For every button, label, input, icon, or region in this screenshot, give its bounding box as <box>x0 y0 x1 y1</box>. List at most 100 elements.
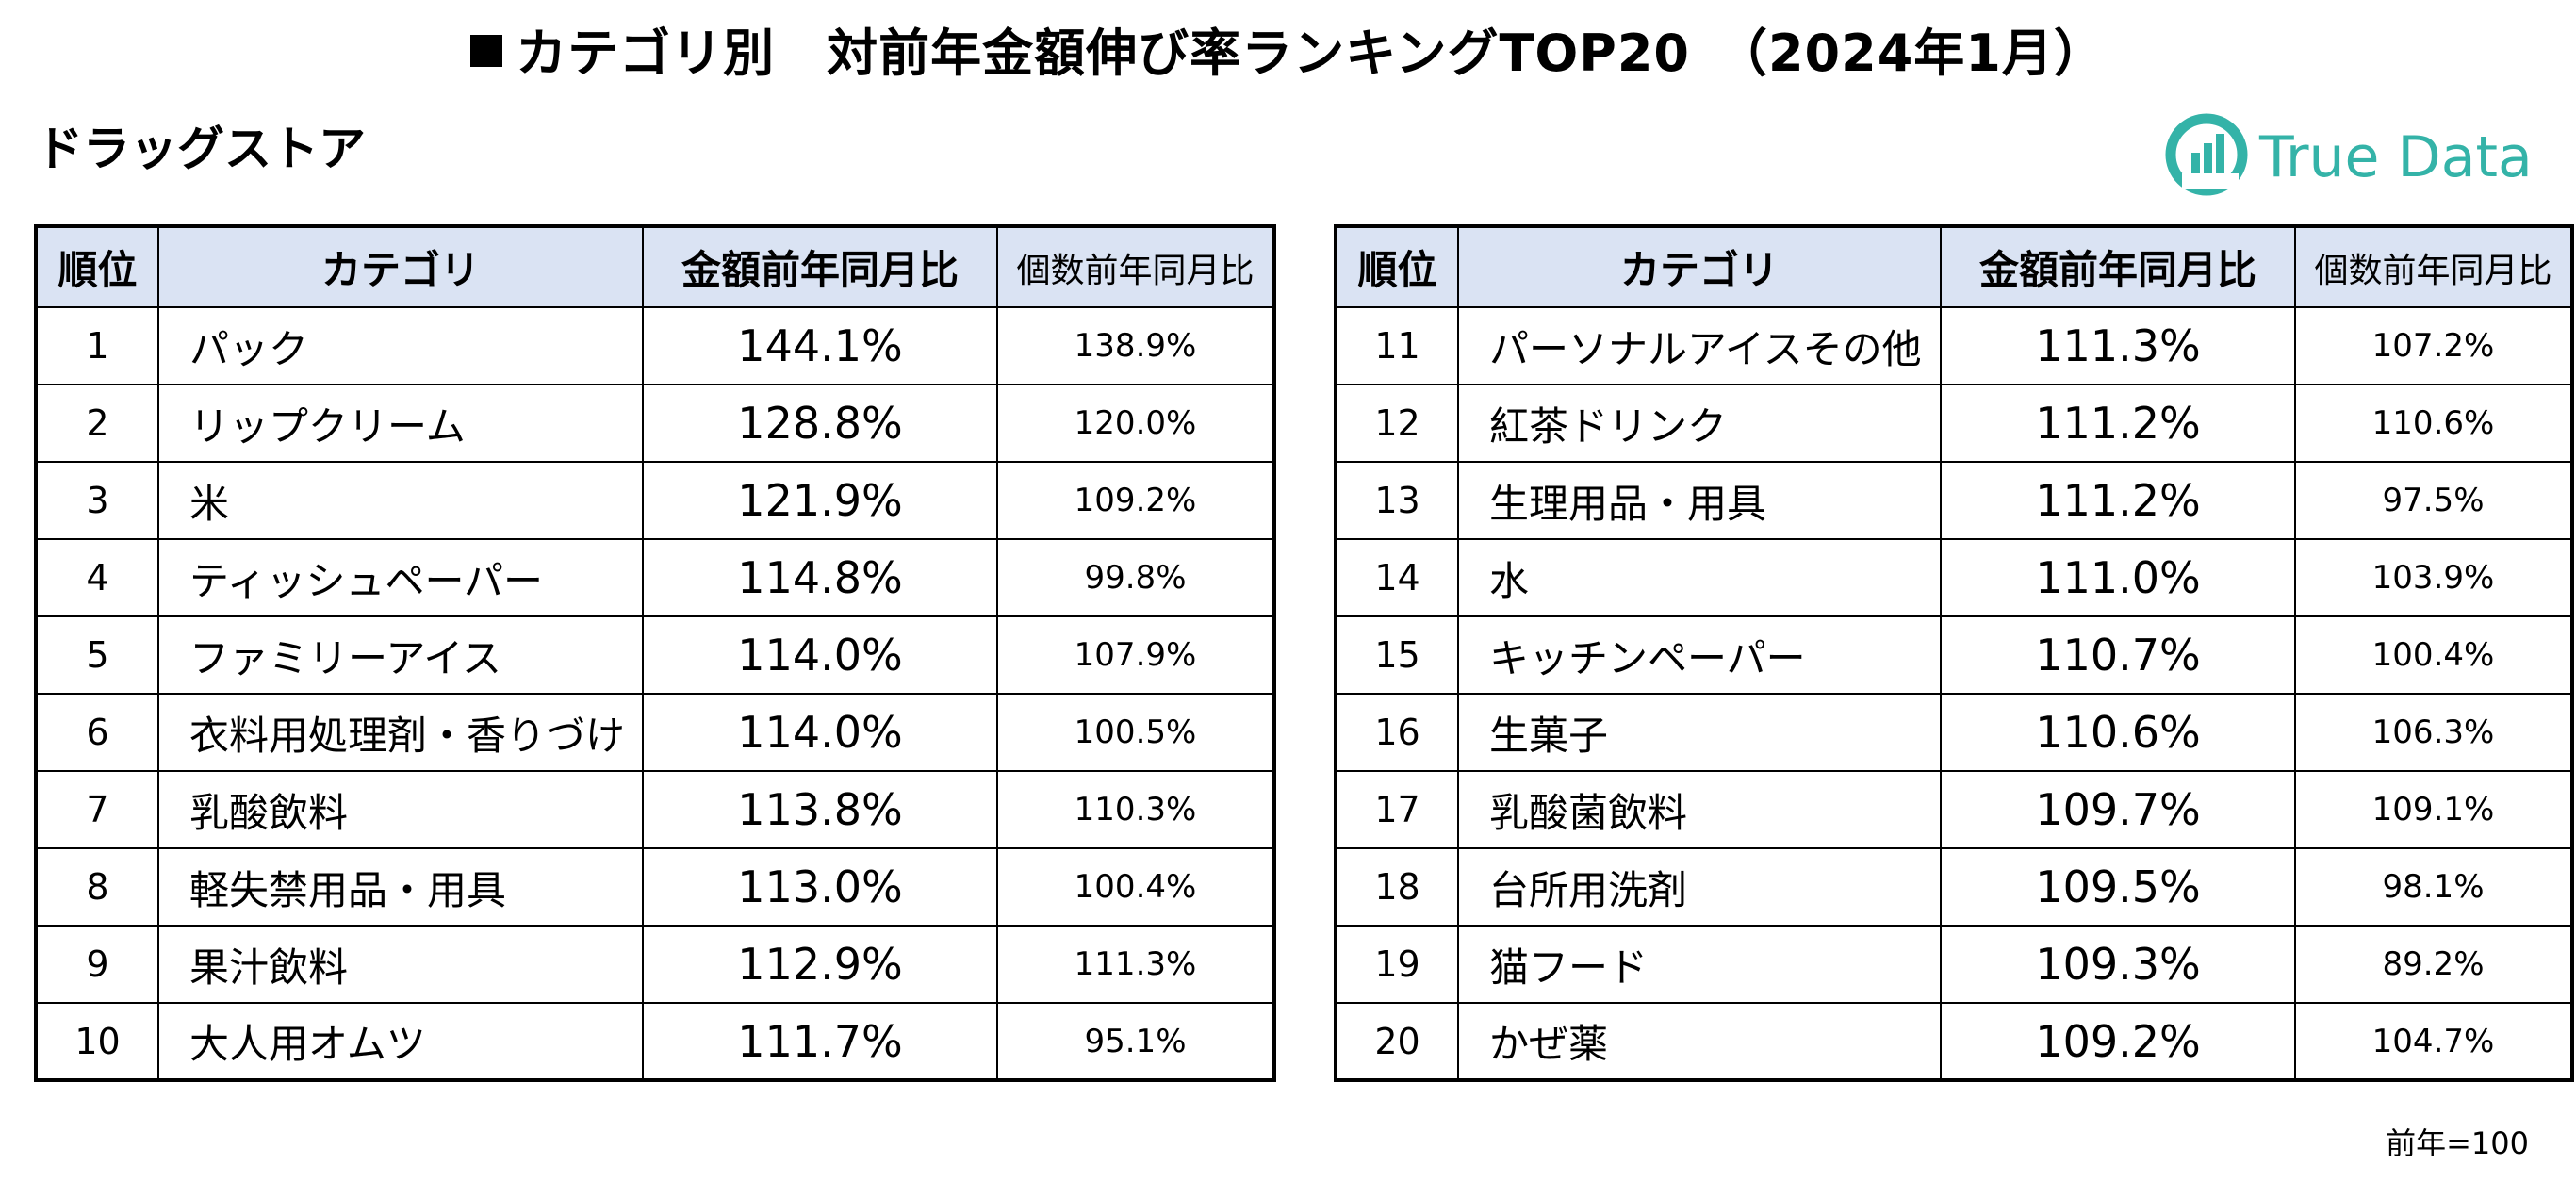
table-row: 4 ティッシュペーパー 114.8% 99.8% <box>35 538 1275 617</box>
units-yoy-cell: 111.3% <box>996 925 1275 1004</box>
rank-cell: 20 <box>1335 1002 1459 1081</box>
table-row: 19 猫フード 109.3% 89.2% <box>1335 925 2573 1004</box>
category-cell: 果汁飲料 <box>157 925 644 1004</box>
amount-yoy-cell: 113.0% <box>642 847 998 927</box>
amount-yoy-cell: 114.0% <box>642 693 998 772</box>
ranking-table-left: 順位 カテゴリ 金額前年同月比 個数前年同月比 1 パック 144.1% 138.9%… <box>34 224 1276 1082</box>
amount-yoy-cell: 111.2% <box>1940 461 2296 540</box>
header-units-yoy: 個数前年同月比 <box>2294 225 2573 308</box>
logo-text: True Data <box>2259 124 2533 190</box>
table-row: 17 乳酸菌飲料 109.7% 109.1% <box>1335 770 2573 849</box>
units-yoy-cell: 95.1% <box>996 1002 1275 1081</box>
rank-cell: 12 <box>1335 384 1459 463</box>
table-row: 20 かぜ薬 109.2% 104.7% <box>1335 1002 2573 1081</box>
amount-yoy-cell: 110.6% <box>1940 693 2296 772</box>
table-header-row: 順位 カテゴリ 金額前年同月比 個数前年同月比 <box>35 225 1275 308</box>
true-data-logo: True Data <box>2163 106 2533 200</box>
page-title: カテゴリ別 対前年金額伸び率ランキングTOP20 （2024年1月） <box>0 11 2576 86</box>
table-header-row: 順位 カテゴリ 金額前年同月比 個数前年同月比 <box>1335 225 2573 308</box>
category-cell: パーソナルアイスその他 <box>1457 306 1942 385</box>
rank-cell: 19 <box>1335 925 1459 1004</box>
category-cell: かぜ薬 <box>1457 1002 1942 1081</box>
header-amount-yoy: 金額前年同月比 <box>642 225 998 308</box>
amount-yoy-cell: 111.0% <box>1940 538 2296 617</box>
rank-cell: 3 <box>35 461 159 540</box>
bar-chart-circle-logo-icon <box>2165 113 2248 196</box>
category-cell: キッチンペーパー <box>1457 615 1942 695</box>
rank-cell: 10 <box>35 1002 159 1081</box>
units-yoy-cell: 100.4% <box>996 847 1275 927</box>
units-yoy-cell: 107.9% <box>996 615 1275 695</box>
amount-yoy-cell: 121.9% <box>642 461 998 540</box>
amount-yoy-cell: 109.5% <box>1940 847 2296 927</box>
table-row: 10 大人用オムツ 111.7% 95.1% <box>35 1002 1275 1081</box>
units-yoy-cell: 97.5% <box>2294 461 2573 540</box>
table-row: 8 軽失禁用品・用具 113.0% 100.4% <box>35 847 1275 927</box>
table-row: 6 衣料用処理剤・香りづけ 114.0% 100.5% <box>35 693 1275 772</box>
amount-yoy-cell: 109.3% <box>1940 925 2296 1004</box>
table-row: 2 リップクリーム 128.8% 120.0% <box>35 384 1275 463</box>
rank-cell: 15 <box>1335 615 1459 695</box>
rank-cell: 5 <box>35 615 159 695</box>
category-cell: 水 <box>1457 538 1942 617</box>
units-yoy-cell: 110.3% <box>996 770 1275 849</box>
category-cell: 米 <box>157 461 644 540</box>
category-cell: パック <box>157 306 644 385</box>
header-rank: 順位 <box>35 225 159 308</box>
amount-yoy-cell: 114.8% <box>642 538 998 617</box>
amount-yoy-cell: 109.2% <box>1940 1002 2296 1081</box>
category-cell: リップクリーム <box>157 384 644 463</box>
units-yoy-cell: 103.9% <box>2294 538 2573 617</box>
table-row: 5 ファミリーアイス 114.0% 107.9% <box>35 615 1275 695</box>
amount-yoy-cell: 144.1% <box>642 306 998 385</box>
header-category: カテゴリ <box>1457 225 1942 308</box>
rank-cell: 8 <box>35 847 159 927</box>
amount-yoy-cell: 111.2% <box>1940 384 2296 463</box>
units-yoy-cell: 98.1% <box>2294 847 2573 927</box>
rank-cell: 7 <box>35 770 159 849</box>
category-cell: ティッシュペーパー <box>157 538 644 617</box>
category-cell: 台所用洗剤 <box>1457 847 1942 927</box>
rank-cell: 13 <box>1335 461 1459 540</box>
category-cell: 紅茶ドリンク <box>1457 384 1942 463</box>
header-category: カテゴリ <box>157 225 644 308</box>
table-row: 1 パック 144.1% 138.9% <box>35 306 1275 385</box>
amount-yoy-cell: 128.8% <box>642 384 998 463</box>
category-cell: 生理用品・用具 <box>1457 461 1942 540</box>
amount-yoy-cell: 110.7% <box>1940 615 2296 695</box>
rank-cell: 16 <box>1335 693 1459 772</box>
units-yoy-cell: 138.9% <box>996 306 1275 385</box>
units-yoy-cell: 107.2% <box>2294 306 2573 385</box>
amount-yoy-cell: 111.3% <box>1940 306 2296 385</box>
amount-yoy-cell: 114.0% <box>642 615 998 695</box>
category-cell: 猫フード <box>1457 925 1942 1004</box>
rank-cell: 11 <box>1335 306 1459 385</box>
header-rank: 順位 <box>1335 225 1459 308</box>
units-yoy-cell: 109.2% <box>996 461 1275 540</box>
table-row: 14 水 111.0% 103.9% <box>1335 538 2573 617</box>
table-row: 9 果汁飲料 112.9% 111.3% <box>35 925 1275 1004</box>
amount-yoy-cell: 111.7% <box>642 1002 998 1081</box>
footnote: 前年=100 <box>2386 1125 2529 1161</box>
rank-cell: 6 <box>35 693 159 772</box>
section-label: ドラッグストア <box>36 122 366 176</box>
category-cell: 衣料用処理剤・香りづけ <box>157 693 644 772</box>
category-cell: 乳酸飲料 <box>157 770 644 849</box>
rank-cell: 4 <box>35 538 159 617</box>
rank-cell: 17 <box>1335 770 1459 849</box>
units-yoy-cell: 109.1% <box>2294 770 2573 849</box>
table-row: 7 乳酸飲料 113.8% 110.3% <box>35 770 1275 849</box>
header-amount-yoy: 金額前年同月比 <box>1940 225 2296 308</box>
category-cell: 乳酸菌飲料 <box>1457 770 1942 849</box>
table-row: 11 パーソナルアイスその他 111.3% 107.2% <box>1335 306 2573 385</box>
table-row: 13 生理用品・用具 111.2% 97.5% <box>1335 461 2573 540</box>
table-row: 16 生菓子 110.6% 106.3% <box>1335 693 2573 772</box>
units-yoy-cell: 100.5% <box>996 693 1275 772</box>
units-yoy-cell: 89.2% <box>2294 925 2573 1004</box>
amount-yoy-cell: 113.8% <box>642 770 998 849</box>
black-square-icon <box>470 35 503 67</box>
table-row: 18 台所用洗剤 109.5% 98.1% <box>1335 847 2573 927</box>
table-row: 15 キッチンペーパー 110.7% 100.4% <box>1335 615 2573 695</box>
category-cell: 大人用オムツ <box>157 1002 644 1081</box>
units-yoy-cell: 110.6% <box>2294 384 2573 463</box>
